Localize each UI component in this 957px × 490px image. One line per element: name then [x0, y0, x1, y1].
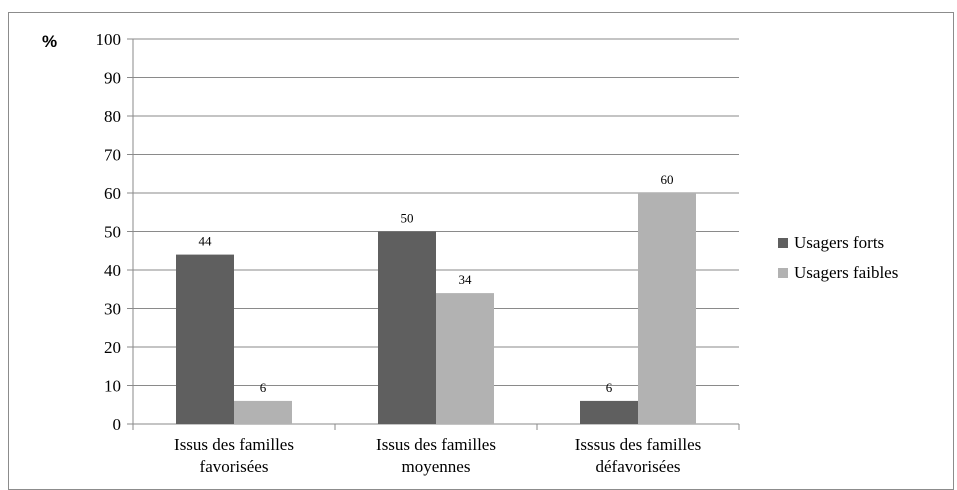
y-tick-label: 10	[104, 377, 121, 396]
data-label: 44	[199, 234, 213, 249]
legend-item-usagers-forts: Usagers forts	[778, 228, 898, 258]
legend-swatch-usagers-faibles	[778, 268, 788, 278]
y-tick-label: 70	[104, 146, 121, 165]
bar	[436, 293, 494, 424]
y-tick-label: 100	[96, 30, 122, 49]
data-label: 6	[606, 380, 613, 395]
legend: Usagers forts Usagers faibles	[778, 228, 898, 288]
x-tick-label: moyennes	[402, 457, 471, 476]
y-tick-label: 90	[104, 69, 121, 88]
data-label: 60	[661, 172, 674, 187]
x-tick-label: Issus des familles	[376, 435, 496, 454]
data-label: 34	[459, 272, 473, 287]
y-tick-label: 0	[113, 415, 122, 434]
legend-item-usagers-faibles: Usagers faibles	[778, 258, 898, 288]
legend-label-usagers-forts: Usagers forts	[794, 233, 885, 252]
data-label: 50	[401, 211, 414, 226]
legend-swatch-usagers-forts	[778, 238, 788, 248]
x-tick-label: défavorisées	[596, 457, 681, 476]
bar	[638, 193, 696, 424]
bar	[176, 254, 234, 424]
bar	[234, 400, 292, 424]
x-tick-label: Isssus des familles	[575, 435, 702, 454]
legend-label-usagers-faibles: Usagers faibles	[794, 263, 899, 282]
bar	[378, 231, 436, 424]
y-tick-label: 20	[104, 338, 121, 357]
bar	[580, 400, 638, 424]
y-tick-label: 60	[104, 184, 121, 203]
x-tick-label: Issus des familles	[174, 435, 294, 454]
data-label: 6	[260, 380, 267, 395]
y-tick-label: 30	[104, 300, 121, 319]
y-tick-label: 40	[104, 261, 121, 280]
y-axis-unit-label: %	[42, 32, 58, 51]
x-tick-label: favorisées	[200, 457, 269, 476]
y-tick-label: 50	[104, 223, 121, 242]
y-tick-label: 80	[104, 107, 121, 126]
